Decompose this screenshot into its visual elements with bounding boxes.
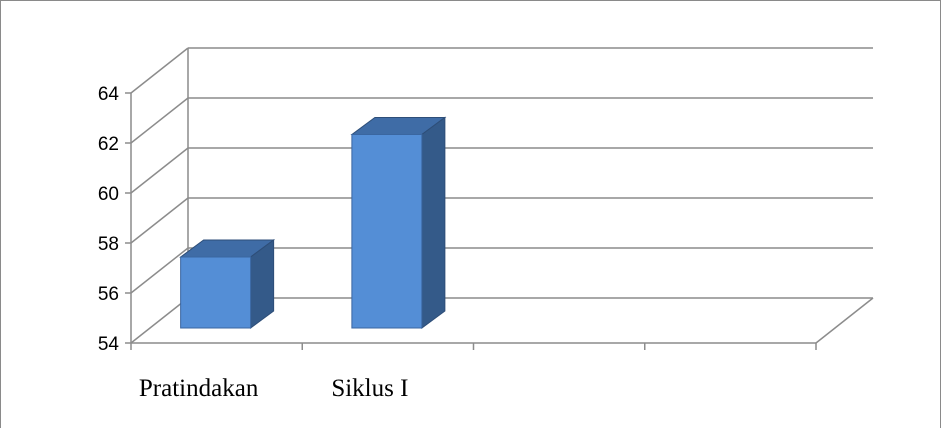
bar-front-1 [351, 134, 423, 329]
bars [179, 116, 447, 329]
gridline-side-1 [130, 247, 189, 294]
y-tick-label-2: 58 [98, 234, 119, 255]
gridline-side-0 [130, 297, 189, 344]
y-tick-label-5: 64 [98, 84, 120, 105]
bar-side-1 [421, 116, 446, 329]
x-category-label-0: Pratindakan [139, 375, 259, 402]
y-tick-labels: 54 56 58 60 62 64 [98, 84, 120, 355]
axes [125, 92, 817, 350]
y-tick-label-3: 60 [98, 184, 119, 205]
gridlines [130, 47, 873, 344]
gridline-side-2 [130, 197, 189, 244]
x-category-labels: Pratindakan Siklus I [139, 375, 409, 402]
bar-1 [350, 116, 447, 329]
bar-0 [179, 239, 276, 329]
y-tick-label-0: 54 [98, 334, 120, 355]
gridline-side-4 [130, 97, 189, 144]
y-tick-label-1: 56 [98, 284, 119, 305]
y-tick-label-4: 62 [98, 134, 119, 155]
gridline-side-3 [130, 147, 189, 194]
x-category-label-1: Siklus I [331, 375, 408, 402]
floor-right-edge [815, 297, 874, 344]
bar-front-0 [180, 256, 252, 329]
gridline-side-5 [130, 47, 189, 94]
